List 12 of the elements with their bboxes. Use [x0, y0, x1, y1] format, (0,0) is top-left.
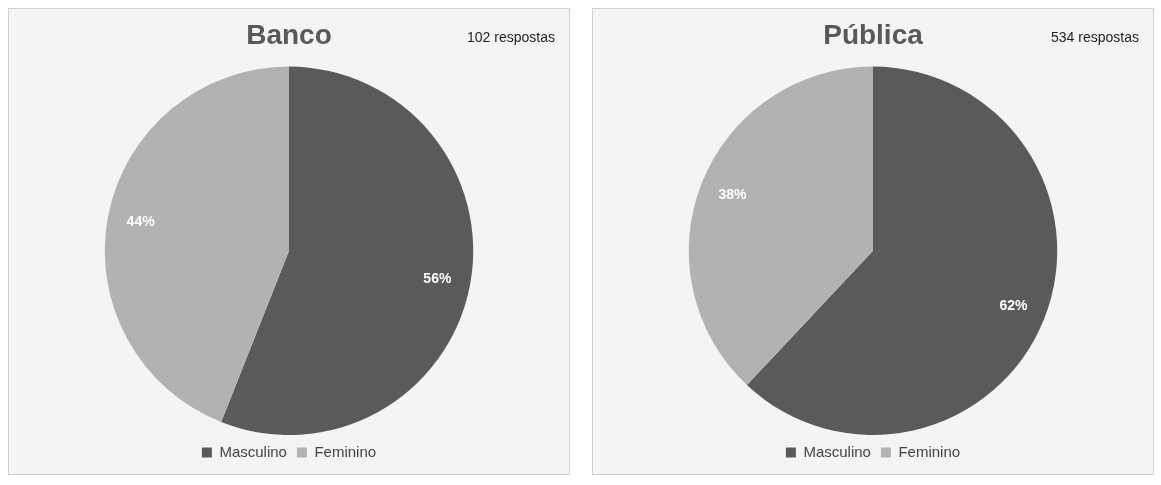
chart-title: Pública	[823, 18, 924, 50]
text: 102 respostas	[467, 28, 555, 45]
data-label: 38%	[718, 186, 748, 203]
legend-label: Masculino	[803, 442, 871, 460]
data-label: 44%	[126, 213, 156, 230]
text: 534 respostas	[1051, 28, 1139, 45]
data-label: 62%	[999, 297, 1028, 314]
legend-label: Masculino	[219, 442, 287, 460]
legend-label: Feminino	[898, 442, 961, 460]
legend-label: Feminino	[314, 442, 377, 460]
chart-title: Banco	[246, 18, 332, 50]
data-label: 56%	[423, 269, 452, 286]
